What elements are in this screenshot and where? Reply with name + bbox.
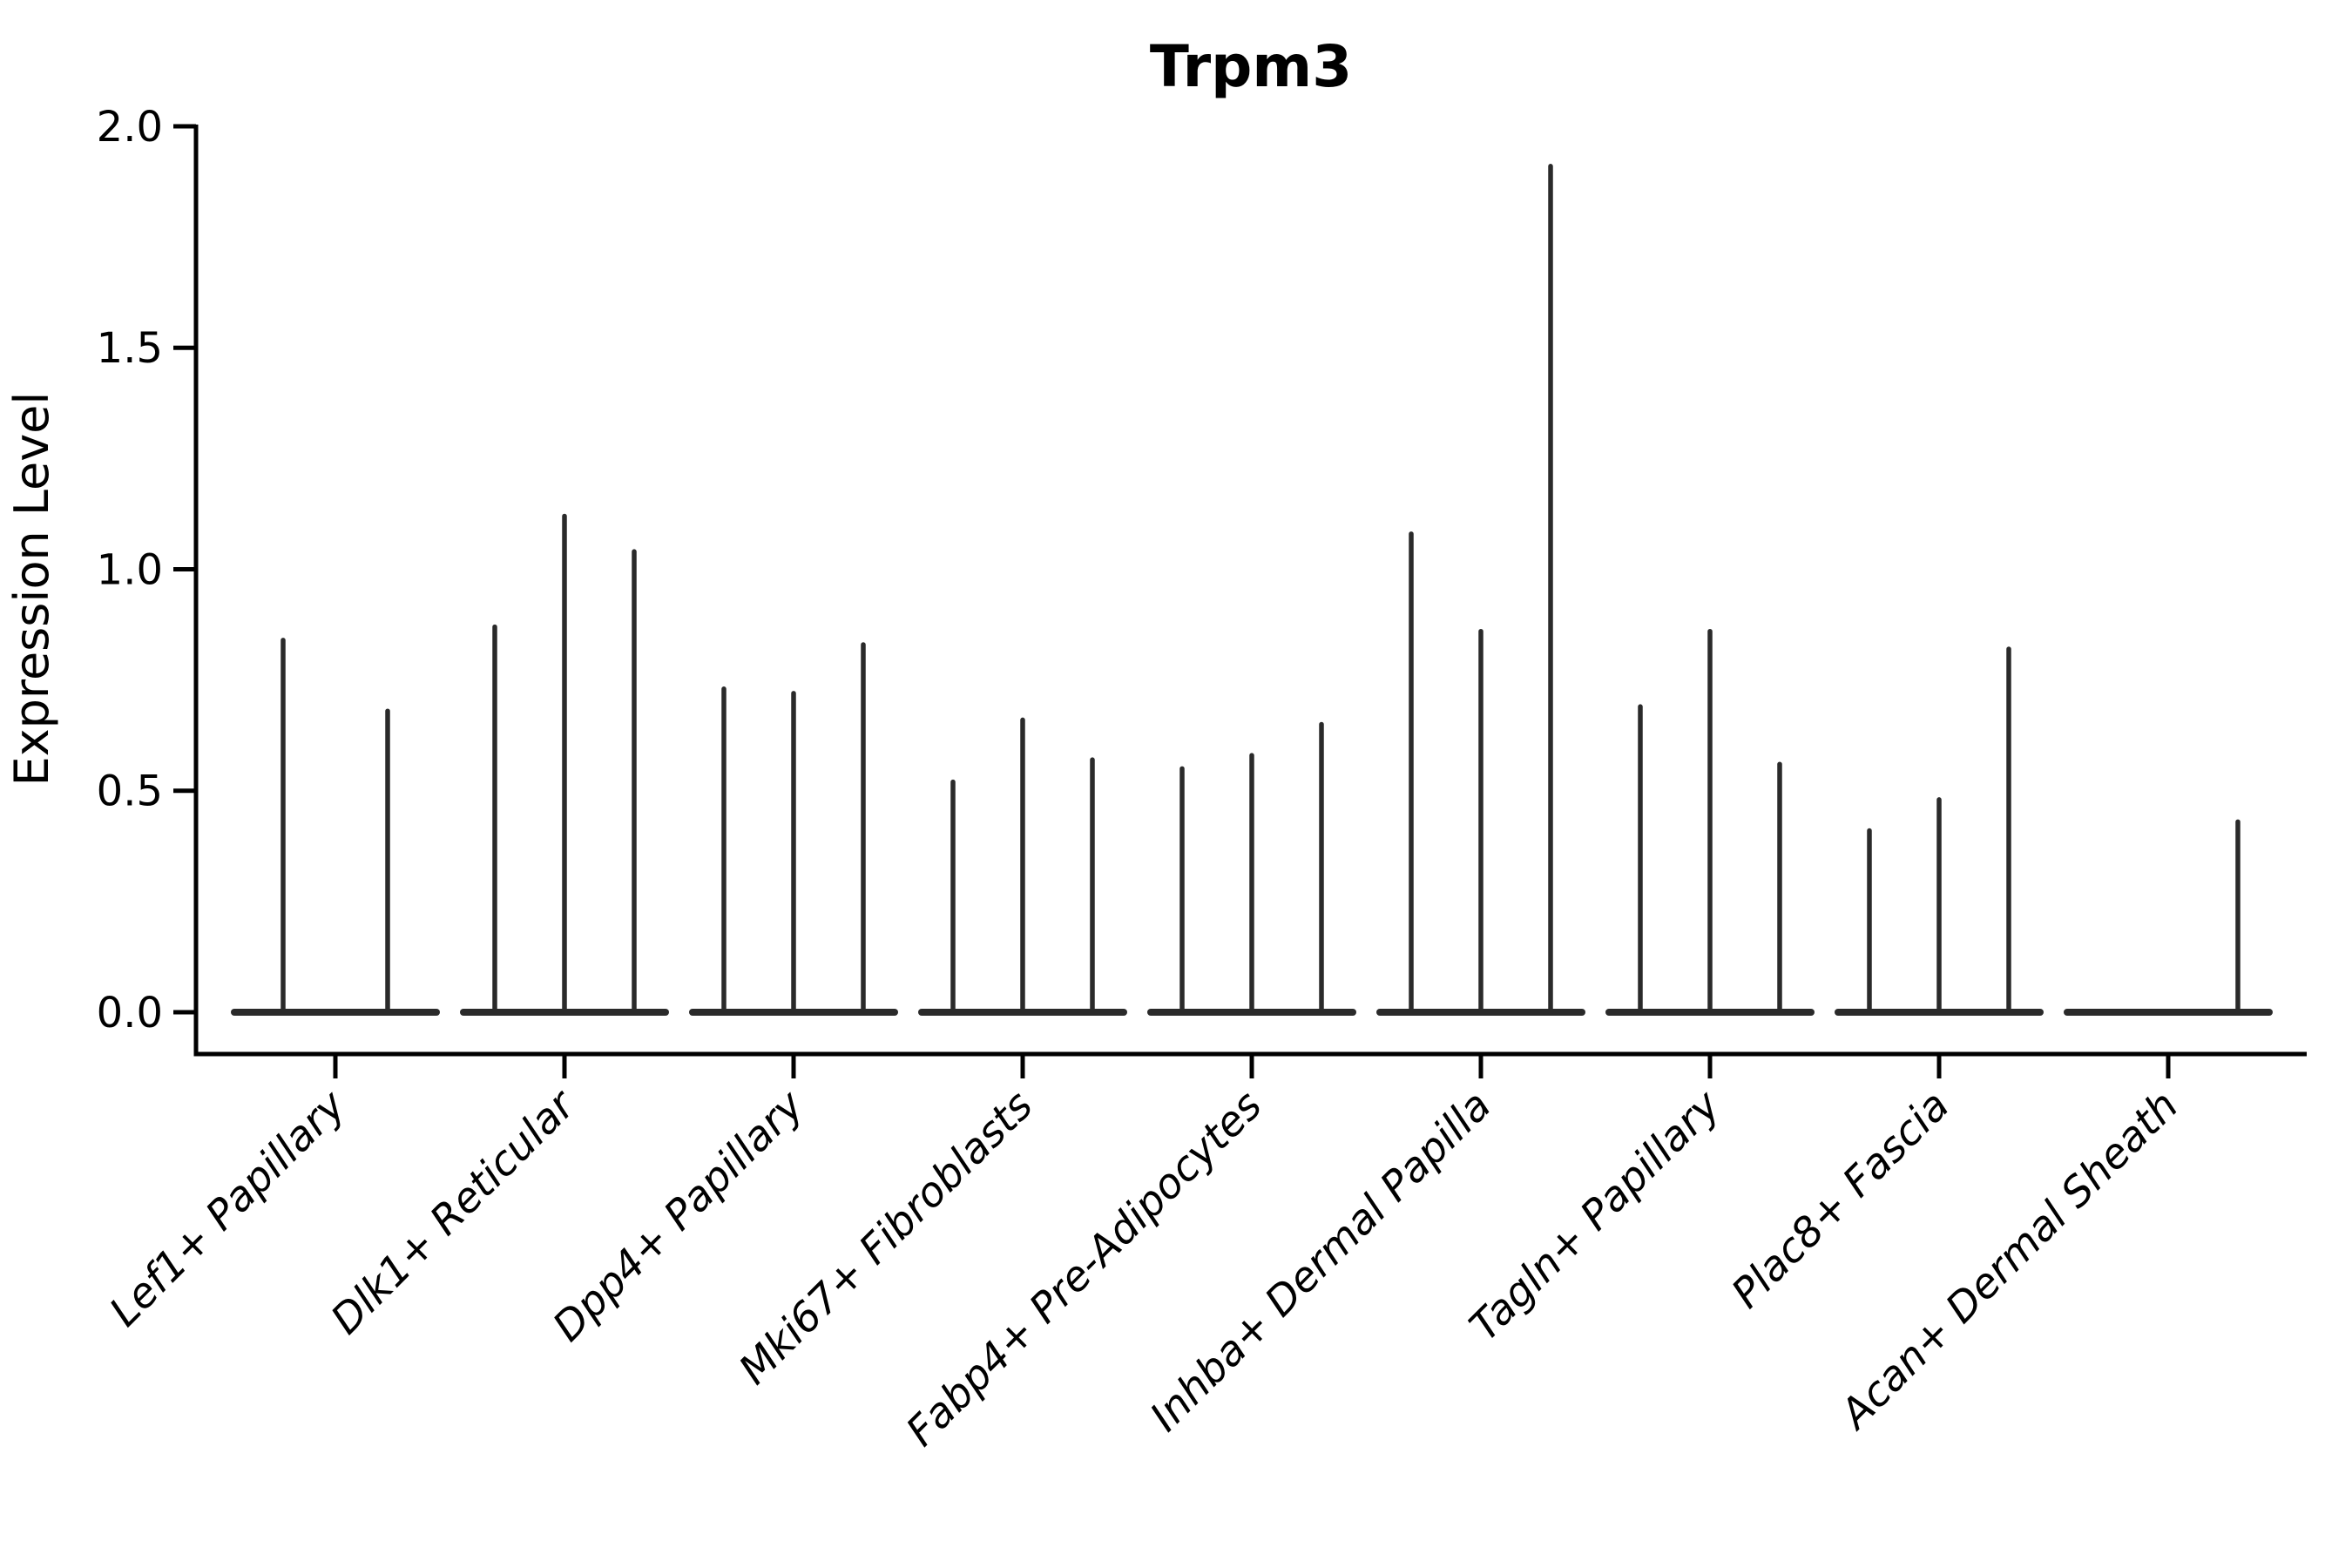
violins-layer bbox=[231, 164, 2273, 1016]
chart-title: Trpm3 bbox=[1150, 33, 1352, 100]
y-tick-label: 1.0 bbox=[97, 545, 163, 594]
x-tick-label: Dpp4+ Papillary bbox=[544, 1081, 814, 1351]
x-tick-label: Lef1+ Papillary bbox=[100, 1081, 355, 1336]
y-tick-label: 1.5 bbox=[97, 324, 163, 373]
x-tick-label: Plac8+ Fascia bbox=[1722, 1082, 1958, 1318]
y-tick-label: 2.0 bbox=[97, 103, 163, 152]
y-axis-label: Expression Level bbox=[4, 392, 59, 787]
y-tick-label: 0.0 bbox=[97, 989, 163, 1037]
x-tick-label: Tagln+ Papillary bbox=[1461, 1081, 1731, 1351]
y-tick-label: 0.5 bbox=[97, 767, 163, 816]
x-tick-label: Dlk1+ Reticular bbox=[322, 1080, 586, 1344]
